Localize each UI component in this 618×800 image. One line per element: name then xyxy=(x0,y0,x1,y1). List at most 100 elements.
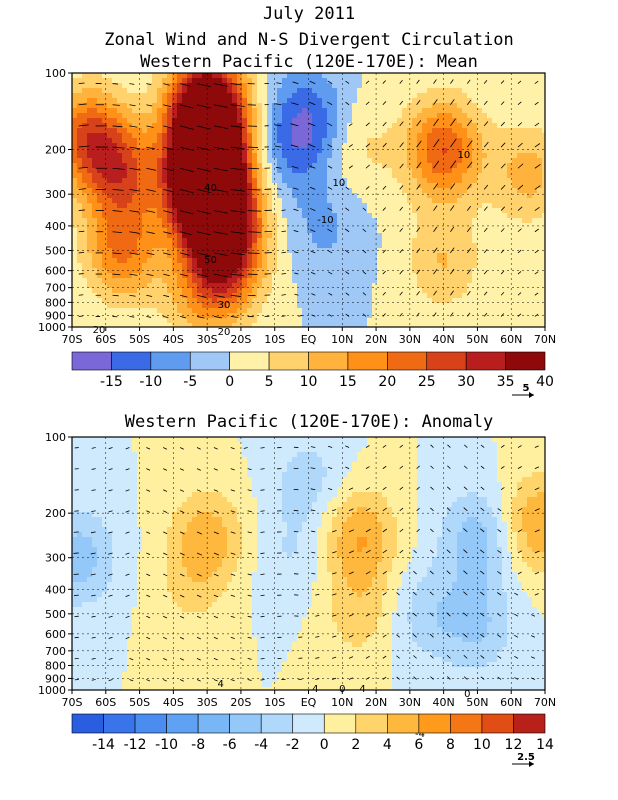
wind-vector xyxy=(213,231,228,235)
wind-vector xyxy=(112,294,119,297)
wind-vector xyxy=(416,486,420,491)
wind-vector xyxy=(213,273,228,278)
wind-vector xyxy=(332,572,337,575)
wind-vector xyxy=(433,226,438,232)
wind-vector xyxy=(327,186,333,190)
wind-vector xyxy=(281,230,287,233)
wind-vector xyxy=(348,144,353,148)
wind-vector xyxy=(260,489,265,491)
wind-vector xyxy=(247,636,252,639)
wind-vector xyxy=(293,230,299,233)
wind-vector xyxy=(463,612,468,617)
wind-vector xyxy=(163,189,174,193)
wind-vector xyxy=(179,615,185,619)
wind-vector xyxy=(108,510,113,513)
wind-vector xyxy=(534,313,539,317)
wind-vector xyxy=(328,488,333,491)
wind-vector xyxy=(90,552,96,555)
contour-label: 20 xyxy=(218,327,231,338)
wind-vector xyxy=(450,290,454,296)
wind-vector xyxy=(281,315,286,317)
wind-vector xyxy=(446,570,451,575)
wind-vector xyxy=(345,466,350,469)
wind-vector xyxy=(247,510,252,513)
wind-vector xyxy=(146,594,151,598)
wind-vector xyxy=(247,252,260,254)
wind-vector xyxy=(463,549,468,554)
wind-vector xyxy=(399,100,404,106)
colorbar-swatch xyxy=(323,713,357,734)
wind-vector xyxy=(179,552,185,556)
wind-vector xyxy=(447,465,451,469)
wind-vector xyxy=(125,489,130,492)
colorbar-swatch xyxy=(355,713,388,734)
colorbar-swatch xyxy=(387,351,428,371)
wind-vector xyxy=(416,227,421,232)
wind-vector xyxy=(309,186,316,190)
wind-vector xyxy=(213,531,219,535)
anomaly-panel-title: Western Pacific (120E-170E): Anomaly xyxy=(124,412,494,432)
contour-label: 40 xyxy=(204,183,217,194)
wind-vector xyxy=(480,676,485,680)
wind-vector xyxy=(125,531,130,534)
wind-vector xyxy=(382,592,387,596)
wind-vector xyxy=(345,101,350,106)
wind-vector xyxy=(315,657,320,659)
wind-vector xyxy=(247,167,260,170)
wind-vector xyxy=(517,487,523,491)
wind-vector xyxy=(125,594,130,597)
wind-vector xyxy=(146,447,151,450)
wind-vector xyxy=(416,507,420,512)
wind-vector xyxy=(125,447,130,450)
wind-vector xyxy=(180,167,194,173)
wind-vector xyxy=(311,572,316,575)
wind-vector xyxy=(163,447,168,450)
wind-vector xyxy=(365,445,370,448)
wind-vector xyxy=(309,80,316,84)
x-tick-label: 30N xyxy=(399,696,421,709)
wind-vector xyxy=(247,489,252,492)
wind-vector xyxy=(247,657,252,660)
wind-vector xyxy=(430,676,434,680)
x-tick-label: 60N xyxy=(500,333,522,346)
wind-vector xyxy=(382,228,386,233)
wind-vector xyxy=(180,316,187,319)
wind-vector xyxy=(396,592,400,596)
y-tick-label: 700 xyxy=(45,645,66,658)
wind-vector xyxy=(108,657,113,660)
x-tick-label: 20N xyxy=(365,333,387,346)
wind-vector xyxy=(399,507,404,512)
wind-vector xyxy=(480,655,485,659)
wind-vector xyxy=(480,507,485,512)
wind-vector xyxy=(129,210,140,213)
wind-vector xyxy=(517,508,523,512)
wind-vector xyxy=(382,655,387,659)
wind-vector xyxy=(382,549,388,554)
wind-vector xyxy=(534,466,540,469)
contour-label: 10 xyxy=(458,150,471,161)
wind-vector xyxy=(433,118,439,127)
wind-vector xyxy=(480,570,485,575)
reference-vector-label: 2.5 xyxy=(517,752,535,763)
colorbar-label: 8 xyxy=(446,737,455,753)
wind-vector xyxy=(196,447,201,450)
wind-vector xyxy=(446,633,451,638)
vector-field xyxy=(73,444,540,682)
wind-vector xyxy=(290,123,299,127)
colorbar-swatch xyxy=(166,713,199,734)
wind-vector xyxy=(230,657,235,661)
wind-vector xyxy=(213,189,228,193)
wind-vector xyxy=(466,119,473,127)
y-tick-label: 100 xyxy=(45,67,66,80)
wind-vector xyxy=(399,142,404,148)
wind-vector xyxy=(429,591,434,596)
wind-vector xyxy=(466,290,471,296)
colorbar-label: -15 xyxy=(100,374,123,390)
wind-vector xyxy=(108,594,113,597)
wind-vector xyxy=(382,249,386,254)
wind-vector xyxy=(112,273,121,276)
wind-vector xyxy=(430,528,434,533)
wind-vector xyxy=(213,510,219,514)
wind-vector xyxy=(332,677,337,680)
wind-vector xyxy=(196,167,211,172)
